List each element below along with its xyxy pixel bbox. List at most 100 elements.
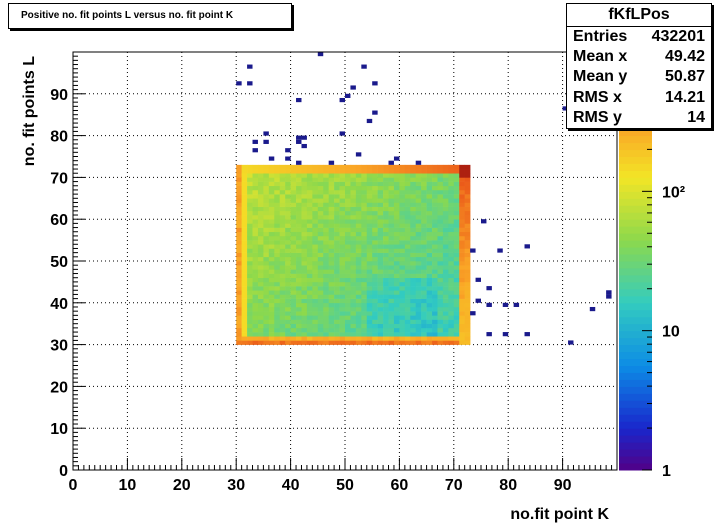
heatmap-cell [421,244,427,249]
heatmap-cell [437,340,444,345]
heatmap-cell [415,298,422,304]
heatmap-cell [448,240,455,245]
heatmap-cell [323,261,329,266]
heatmap-cell [372,277,378,283]
heatmap-cell [345,306,351,312]
heatmap-cell [285,248,291,253]
heatmap-cell [290,269,297,274]
heatmap-cell [279,215,286,220]
heatmap-cell [247,269,253,274]
heatmap-cell [432,210,438,216]
color-scale-segment [619,421,652,429]
heatmap-cell [372,248,378,253]
sparse-point [470,248,476,253]
heatmap-cell [290,273,297,279]
heatmap-cell [328,336,335,341]
heatmap-cell [236,227,242,233]
heatmap-cell [241,185,248,191]
heatmap-cell [415,177,422,182]
heatmap-cell [296,231,302,237]
heatmap-cell [399,206,406,212]
heatmap-cell [334,173,340,178]
heatmap-cell [361,164,368,170]
sparse-point [606,290,612,295]
heatmap-cell [323,265,329,270]
heatmap-cell [290,340,297,345]
heatmap-cell [317,189,324,195]
heatmap-cell [442,327,449,333]
color-scale-segment [619,184,652,192]
heatmap-cell [334,194,340,199]
heatmap-cell [306,181,313,187]
heatmap-cell [328,210,335,216]
heatmap-cell [247,315,253,320]
heatmap-cell [334,177,340,182]
heatmap-cell [388,327,395,333]
heatmap-cell [366,336,373,341]
heatmap-cell [437,173,444,178]
heatmap-cell [448,306,455,312]
heatmap-cell [263,206,270,212]
heatmap-cell [383,294,389,299]
heatmap-cell [410,185,417,191]
sparse-point [296,160,302,165]
heatmap-cell [393,185,400,191]
heatmap-cell [453,306,460,312]
heatmap-cell [383,327,389,333]
heatmap-cell [437,181,444,187]
heatmap-cell [334,244,340,249]
heatmap-cell [388,273,395,279]
heatmap-cell [366,177,373,182]
heatmap-cell [312,177,319,182]
heatmap-cell [432,164,438,170]
heatmap-cell [306,298,313,304]
heatmap-cell [393,336,400,341]
heatmap-cell [339,281,346,287]
heatmap-cell [247,286,253,291]
heatmap-cell [252,185,259,191]
heatmap-cell [306,277,313,283]
heatmap-cell [350,256,357,262]
heatmap-cell [415,277,422,283]
x-tick-label: 40 [282,477,300,494]
heatmap-cell [241,290,248,295]
sparse-point [486,302,492,307]
heatmap-cell [252,244,259,249]
heatmap-cell [421,294,427,299]
heatmap-cell [361,227,368,233]
heatmap-cell [257,219,264,224]
heatmap-cell [464,219,471,224]
heatmap-cell [453,235,460,241]
heatmap-cell [268,298,275,304]
heatmap-cell [415,248,422,253]
heatmap-cell [279,332,286,337]
heatmap-cell [448,223,455,228]
heatmap-cell [355,265,362,270]
heatmap-cell [306,202,313,207]
heatmap-cell [426,311,433,316]
heatmap-cell [257,327,264,333]
heatmap-cell [301,169,308,174]
heatmap-cell [328,340,335,345]
heatmap-cell [448,173,455,178]
heatmap-cell [437,256,444,262]
heatmap-cell [464,302,471,308]
heatmap-cell [388,256,395,262]
heatmap-cell [388,227,395,233]
heatmap-cell [339,265,346,270]
heatmap-cell [399,273,406,279]
heatmap-cell [345,177,351,182]
heatmap-cell [393,189,400,195]
heatmap-cell [372,327,378,333]
heatmap-cell [410,231,417,237]
heatmap-cell [263,173,270,178]
heatmap-cell [410,198,417,203]
heatmap-cell [317,323,324,329]
heatmap-cell [328,290,335,295]
heatmap-cell [432,181,438,187]
heatmap-cell [350,206,357,212]
heatmap-cell [453,340,460,345]
heatmap-cell [328,231,335,237]
heatmap-cell [252,306,259,312]
heatmap-cell [328,298,335,304]
